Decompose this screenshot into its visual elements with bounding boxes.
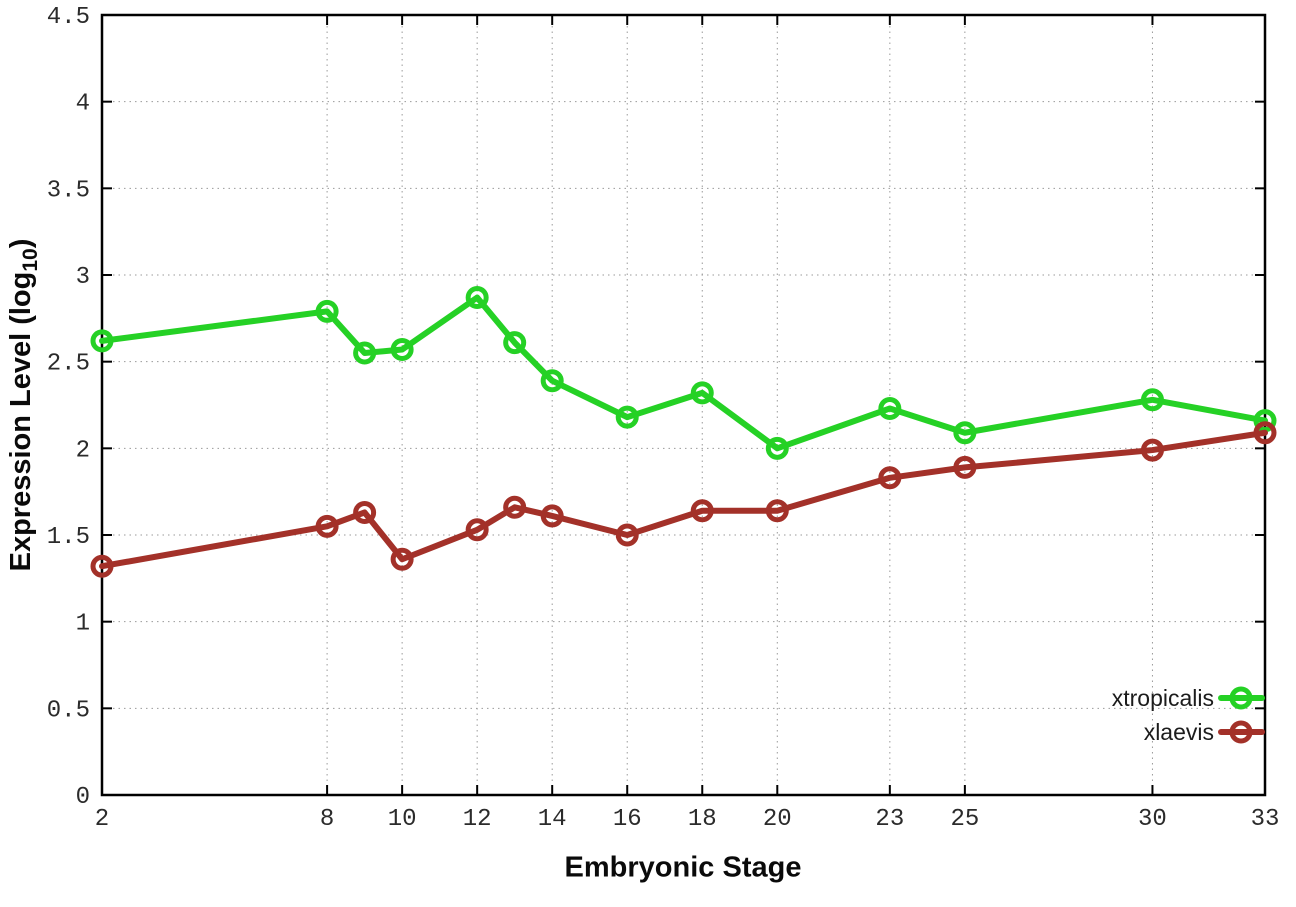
y-tick-label: 3.5 — [47, 177, 90, 204]
marker-xlaevis — [690, 499, 714, 523]
y-axis-title-close: ) — [5, 238, 38, 249]
x-tick-label: 14 — [538, 806, 567, 833]
marker-xtropicalis — [1253, 409, 1277, 433]
y-tick-label: 4.5 — [47, 4, 90, 31]
marker-xtropicalis — [953, 421, 977, 445]
legend-label-xlaevis: xlaevis — [1144, 719, 1214, 745]
plot-border — [100, 13, 1267, 797]
x-tick-label: 25 — [950, 806, 979, 833]
marker-xtropicalis — [353, 341, 377, 365]
marker-xlaevis — [615, 523, 639, 547]
y-tick-label: 3 — [76, 264, 90, 291]
x-axis-title: Embryonic Stage — [564, 851, 802, 884]
y-axis-title-subscript: 10 — [18, 248, 42, 272]
legend-label-xtropicalis: xtropicalis — [1112, 685, 1214, 711]
marker-xtropicalis — [690, 381, 714, 405]
x-tick-label: 33 — [1251, 806, 1280, 833]
marker-xtropicalis — [1140, 388, 1164, 412]
series-line-xlaevis — [99, 429, 1268, 570]
y-tick-label: 2.5 — [47, 351, 90, 378]
marker-xlaevis — [953, 455, 977, 479]
y-axis-title: Expression Level (log10) — [5, 239, 43, 572]
marker-xlaevis — [390, 547, 414, 571]
marker-xlaevis — [765, 499, 789, 523]
y-tick-label: 2 — [76, 437, 90, 464]
marker-xlaevis — [540, 504, 564, 528]
y-axis-title-text: Expression Level (log — [5, 271, 38, 572]
x-tick-label: 30 — [1138, 806, 1167, 833]
marker-xtropicalis — [540, 369, 564, 393]
x-tick-label: 16 — [613, 806, 642, 833]
marker-xtropicalis — [503, 331, 527, 355]
y-tick-label: 1 — [76, 611, 90, 638]
y-tick-label: 0.5 — [47, 697, 90, 724]
marker-xtropicalis — [315, 299, 339, 323]
x-tick-label: 20 — [763, 806, 792, 833]
marker-xtropicalis — [90, 329, 114, 353]
x-tick-label: 2 — [95, 806, 109, 833]
y-tick-label: 1.5 — [47, 524, 90, 551]
marker-xtropicalis — [878, 396, 902, 420]
marker-xlaevis — [1140, 438, 1164, 462]
marker-xlaevis — [465, 518, 489, 542]
marker-xlaevis — [353, 500, 377, 524]
series-line-xtropicalis — [99, 294, 1268, 452]
marker-xlaevis — [315, 514, 339, 538]
marker-xlaevis — [1253, 421, 1277, 445]
marker-xtropicalis — [765, 436, 789, 460]
marker-xlaevis — [878, 466, 902, 490]
marker-xlaevis — [90, 554, 114, 578]
y-tick-label: 0 — [76, 784, 90, 811]
x-tick-label: 23 — [875, 806, 904, 833]
marker-xlaevis — [503, 495, 527, 519]
x-tick-label: 8 — [320, 806, 334, 833]
x-tick-label: 10 — [388, 806, 417, 833]
x-tick-label: 12 — [463, 806, 492, 833]
x-tick-label: 18 — [688, 806, 717, 833]
y-tick-label: 4 — [76, 91, 90, 118]
marker-xtropicalis — [465, 286, 489, 310]
legend-marker-xtropicalis — [1229, 686, 1253, 710]
legend-marker-xlaevis — [1229, 720, 1253, 744]
marker-xtropicalis — [615, 405, 639, 429]
marker-xtropicalis — [390, 338, 414, 362]
